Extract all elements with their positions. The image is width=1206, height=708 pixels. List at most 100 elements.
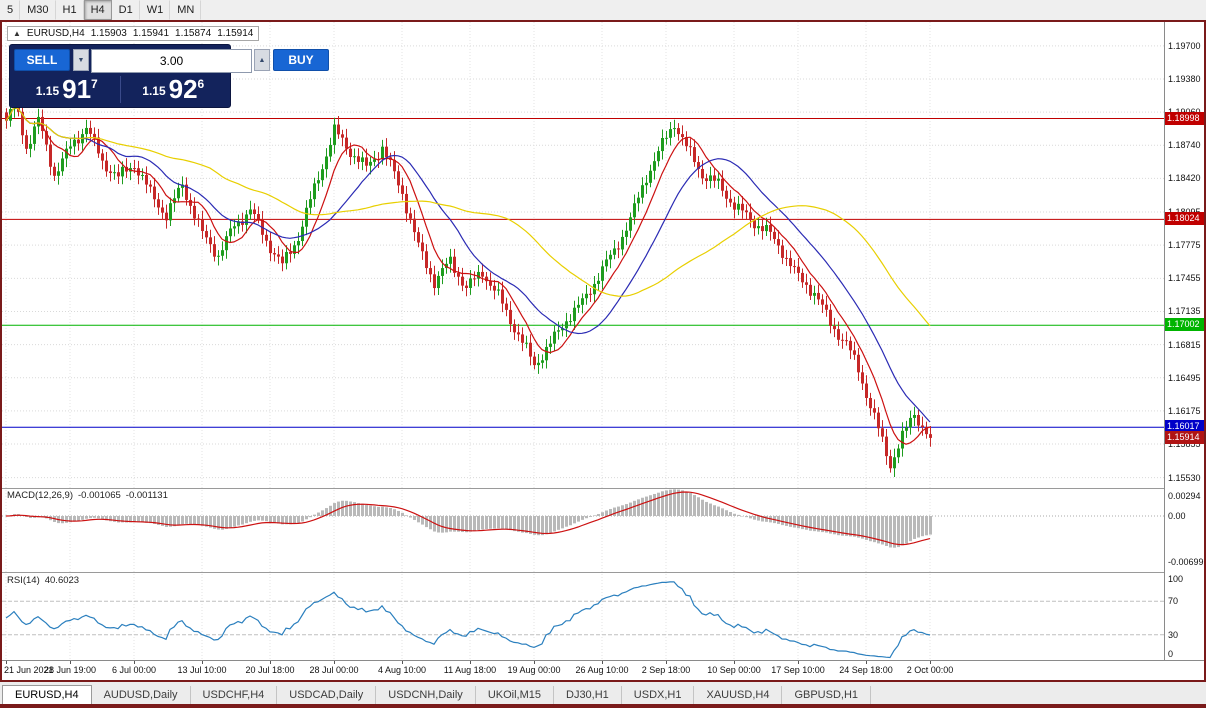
chart-tab-audusd-daily[interactable]: AUDUSD,Daily xyxy=(92,686,191,704)
price-axis-label: 1.16495 xyxy=(1168,372,1201,383)
candles-layer xyxy=(5,85,932,477)
time-axis-tick xyxy=(602,661,603,664)
time-axis-tick xyxy=(6,661,7,664)
time-axis-tick xyxy=(270,661,271,664)
chart-tab-usdx-h1[interactable]: USDX,H1 xyxy=(622,686,695,704)
timeframe-button-d1[interactable]: D1 xyxy=(112,0,140,20)
price-level-tag: 1.18024 xyxy=(1165,212,1204,226)
time-axis-label: 17 Sep 10:00 xyxy=(771,665,825,675)
volume-input[interactable] xyxy=(91,49,252,73)
sell-button[interactable]: SELL xyxy=(14,49,70,71)
panel-splitter-rsi[interactable] xyxy=(2,572,1204,573)
chart-tab-usdchf-h4[interactable]: USDCHF,H4 xyxy=(191,686,278,704)
price-axis-label: 1.17455 xyxy=(1168,273,1201,284)
chart-tab-gbpusd-h1[interactable]: GBPUSD,H1 xyxy=(782,686,872,704)
macd-name: MACD(12,26,9) xyxy=(7,490,73,501)
time-axis-tick xyxy=(70,661,71,664)
chart-tab-bar: EURUSD,H4 AUDUSD,Daily USDCHF,H4 USDCAD,Dai… xyxy=(0,682,1206,704)
sell-price-big: 91 xyxy=(62,74,92,104)
time-axis-tick xyxy=(534,661,535,664)
chart-tab-xauusd-h4[interactable]: XAUUSD,H4 xyxy=(694,686,783,704)
price-axis-label: 1.18420 xyxy=(1168,173,1201,184)
time-axis-tick xyxy=(202,661,203,664)
moving-average-20 xyxy=(5,106,931,423)
time-axis-tick xyxy=(798,661,799,664)
time-axis-label: 24 Sep 18:00 xyxy=(839,665,893,675)
chart-canvas[interactable] xyxy=(2,22,1164,660)
volume-decrement-icon[interactable]: ▼ xyxy=(73,49,89,71)
window-bottom-frame xyxy=(0,704,1206,708)
time-axis-label: 21 Jun 2021 xyxy=(4,665,54,675)
buy-button[interactable]: BUY xyxy=(273,49,329,71)
time-axis-tick xyxy=(402,661,403,664)
timeframe-button-m30[interactable]: M30 xyxy=(20,0,56,20)
chart-tab-usdcad-daily[interactable]: USDCAD,Daily xyxy=(277,686,377,704)
direction-up-icon: ▲ xyxy=(13,29,21,38)
price-axis-label: 1.19380 xyxy=(1168,73,1201,84)
macd-histogram xyxy=(5,489,932,548)
macd-value-2: -0.001131 xyxy=(125,490,168,501)
timeframe-button-mn[interactable]: MN xyxy=(170,0,202,20)
panel-splitter-macd[interactable] xyxy=(2,488,1204,489)
time-axis-tick xyxy=(666,661,667,664)
time-axis-tick xyxy=(866,661,867,664)
grid-layer xyxy=(2,22,1164,660)
rsi-line xyxy=(5,581,931,659)
price-axis[interactable]: 1.197001.193801.190601.187401.184201.180… xyxy=(1164,22,1204,660)
chart-tab-dj30-h1[interactable]: DJ30,H1 xyxy=(554,686,622,704)
price-axis-label: 1.19700 xyxy=(1168,40,1201,51)
buy-price-display: 1.15 92 6 xyxy=(121,76,227,103)
price-level-tag: 1.17002 xyxy=(1165,318,1204,332)
timeframe-button-5[interactable]: 5 xyxy=(0,0,21,20)
price-level-tag: 1.16017 xyxy=(1165,420,1204,434)
time-axis-tick xyxy=(334,661,335,664)
time-axis-label: 10 Sep 00:00 xyxy=(707,665,761,675)
one-click-trading-panel: SELL ▼ ▲ BUY 1.15 91 7 1.15 92 6 xyxy=(9,44,329,108)
time-axis-tick xyxy=(734,661,735,664)
time-axis-label: 20 Jul 18:00 xyxy=(245,665,295,675)
price-axis-label: 1.18095 xyxy=(1168,207,1201,217)
ohlc-open: 1.15903 xyxy=(90,28,127,39)
chart-window: MACD(12,26,9) -0.001065 -0.001131 RSI(14) 4… xyxy=(0,20,1206,682)
time-axis-label: 13 Jul 10:00 xyxy=(177,665,227,675)
current-price-tag: 1.15914 xyxy=(1165,430,1204,444)
chart-symbol-title: EURUSD,H4 xyxy=(26,28,85,39)
time-axis-tick xyxy=(470,661,471,664)
price-axis-label: 1.16175 xyxy=(1168,405,1201,416)
ohlc-high: 1.15941 xyxy=(132,28,170,39)
volume-increment-icon[interactable]: ▲ xyxy=(254,49,270,71)
macd-signal-line xyxy=(5,491,931,546)
sell-price-prefix: 1.15 xyxy=(35,84,60,98)
time-axis-label: 28 Jul 00:00 xyxy=(309,665,359,675)
chart-tab-eurusd-h4[interactable]: EURUSD,H4 xyxy=(2,685,92,704)
timeframe-toolbar: 5 M30 H1 H4 D1 W1 MN xyxy=(0,0,1206,20)
timeframe-button-w1[interactable]: W1 xyxy=(140,0,171,20)
price-axis-label: 1.15530 xyxy=(1168,472,1201,483)
moving-average-52 xyxy=(5,106,931,327)
rsi-axis-label: 100 xyxy=(1168,574,1184,584)
buy-price-prefix: 1.15 xyxy=(142,84,166,98)
volume-stepper: ▼ ▲ xyxy=(73,49,270,73)
macd-axis-label: -0.00699 xyxy=(1168,557,1204,568)
time-axis[interactable]: 21 Jun 2021 28 Jun 19:00 6 Jul 00:00 13 Jul… xyxy=(2,660,1204,680)
chart-tab-usdcnh-daily[interactable]: USDCNH,Daily xyxy=(376,686,476,704)
moving-average-8 xyxy=(5,106,931,445)
time-axis-label: 4 Aug 10:00 xyxy=(377,665,427,675)
time-axis-label: 19 Aug 00:00 xyxy=(507,665,561,675)
price-level-lines[interactable] xyxy=(2,118,1164,428)
rsi-axis-label: 70 xyxy=(1168,596,1179,607)
price-axis-label: 1.17135 xyxy=(1168,306,1201,317)
sell-price-pip: 7 xyxy=(91,77,98,91)
chart-tab-ukoil-m15[interactable]: UKOil,M15 xyxy=(476,686,554,704)
timeframe-button-h4[interactable]: H4 xyxy=(83,0,112,20)
buy-price-big: 92 xyxy=(168,74,198,104)
price-level-tag: 1.18998 xyxy=(1165,111,1204,125)
timeframe-button-h1[interactable]: H1 xyxy=(56,0,84,20)
price-axis-label: 1.17775 xyxy=(1168,240,1201,251)
macd-axis-label: 0.00294 xyxy=(1168,491,1201,502)
time-axis-label: 2 Sep 18:00 xyxy=(641,665,691,675)
rsi-axis-label: 0 xyxy=(1168,649,1174,659)
price-axis-label: 1.18740 xyxy=(1168,140,1201,151)
time-axis-label: 26 Aug 10:00 xyxy=(575,665,629,675)
